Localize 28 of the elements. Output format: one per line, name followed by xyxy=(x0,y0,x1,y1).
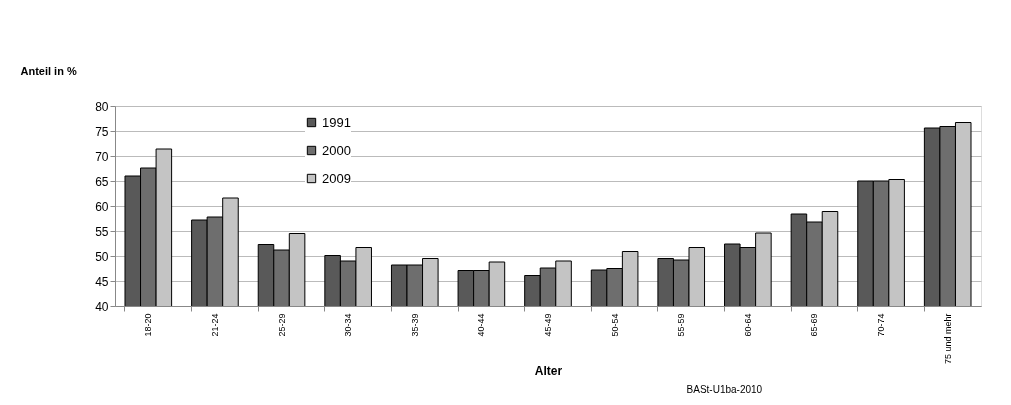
x-tick-label: 30-34 xyxy=(343,313,354,337)
y-tick-label: 60 xyxy=(95,199,109,214)
x-tick-label: 40-44 xyxy=(476,313,487,337)
text: BASt-U1ba-2010 xyxy=(686,384,763,395)
y-tick-label: 40 xyxy=(95,299,109,314)
x-tick-label: 35-39 xyxy=(409,313,420,337)
x-tick-label: 18-20 xyxy=(143,313,154,337)
x-tick-label: 45-49 xyxy=(543,313,553,337)
x-tick-label: 50-54 xyxy=(609,313,620,337)
y-tick-label: 80 xyxy=(95,99,109,114)
legend-label: 2009 xyxy=(322,170,351,186)
y-tick-label: 55 xyxy=(95,224,109,239)
x-tick-label: 25-29 xyxy=(276,313,287,337)
y-axis-title: Anteil in % xyxy=(20,64,77,77)
x-tick-label: 55-59 xyxy=(676,313,687,337)
x-tick-label: 75 und mehr xyxy=(942,313,953,365)
legend-label: 1991 xyxy=(322,114,351,130)
x-tick-label: 21-24 xyxy=(209,313,220,337)
x-tick-label: 70-74 xyxy=(876,313,887,337)
x-tick-label: 65-69 xyxy=(809,313,820,337)
x-tick-label: 60-64 xyxy=(742,313,753,337)
y-tick-label: 75 xyxy=(95,124,109,139)
y-tick-label: 50 xyxy=(95,249,109,264)
y-tick-label: 70 xyxy=(95,149,109,164)
y-tick-label: 65 xyxy=(95,174,109,189)
legend-label: 2000 xyxy=(322,142,351,158)
x-axis-title: Alter xyxy=(534,364,563,379)
y-tick-label: 45 xyxy=(95,274,109,289)
